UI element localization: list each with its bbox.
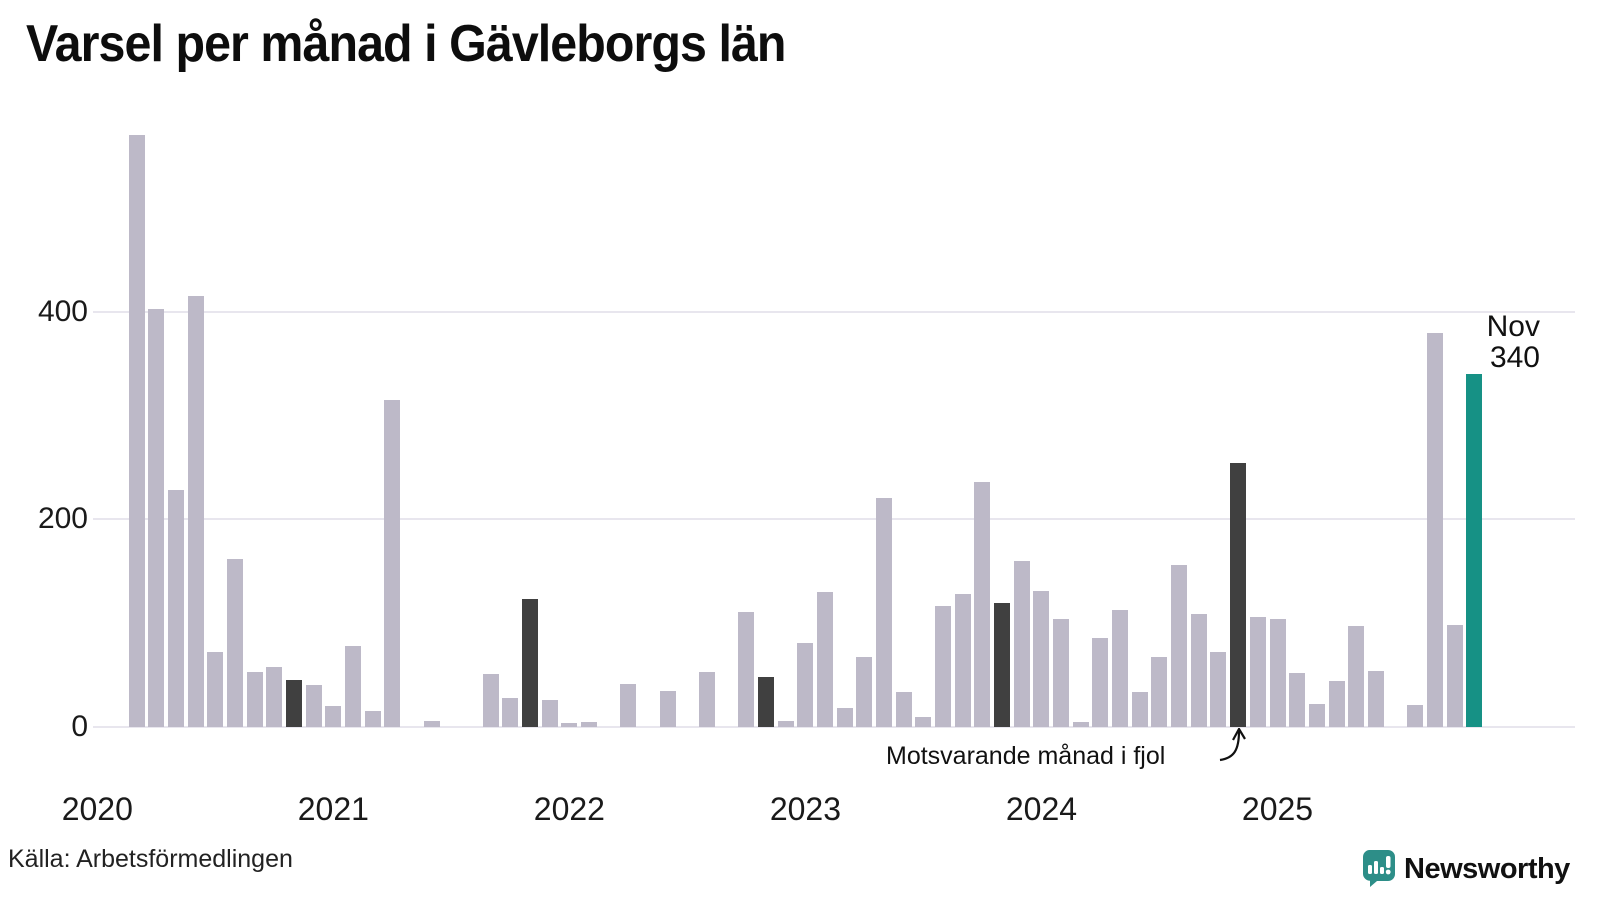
- bar-2020-06: [187, 296, 204, 727]
- bar-2020-07: [207, 652, 224, 727]
- bar-2024-06: [1131, 691, 1148, 727]
- bar-2025-04: [1328, 681, 1345, 727]
- bar-2021-09: [482, 674, 499, 727]
- bar-2023-11: [994, 603, 1011, 727]
- bar-2025-02: [1289, 673, 1306, 727]
- bar-2023-06: [895, 691, 912, 727]
- y-axis-tick-label-0: 0: [71, 710, 88, 743]
- bar-2022-04: [620, 684, 637, 727]
- current-bar-month: Nov: [1486, 310, 1540, 343]
- bar-2020-05: [167, 490, 184, 727]
- bar-2024-12: [1249, 616, 1266, 727]
- gridline-y-200: [93, 518, 1575, 521]
- logo-bubble-shape: [1362, 850, 1395, 887]
- bar-2025-06: [1367, 670, 1384, 727]
- bar-2024-04: [1092, 637, 1109, 727]
- x-axis-label-2022: 2022: [533, 791, 605, 827]
- bar-2021-03: [364, 711, 381, 727]
- bar-2021-01: [325, 706, 342, 727]
- bar-2021-02: [345, 646, 361, 727]
- current-bar-value: 340: [1489, 341, 1540, 374]
- newsworthy-logo-icon: [1362, 850, 1395, 887]
- x-axis-label-2024: 2024: [1005, 791, 1078, 827]
- x-axis-label-2025: 2025: [1241, 791, 1314, 827]
- bar-2023-10: [974, 482, 991, 727]
- bar-2023-05: [876, 497, 893, 727]
- gridline-y-0: [93, 726, 1575, 728]
- bar-2020-09: [246, 671, 263, 727]
- bar-2021-06: [423, 720, 440, 727]
- bar-2022-12: [777, 720, 794, 727]
- x-axis-label-2021: 2021: [297, 791, 369, 827]
- bar-2024-09: [1190, 613, 1207, 727]
- bar-2025-10: [1446, 625, 1463, 727]
- bar-2021-10: [502, 697, 519, 727]
- bar-2020-10: [266, 666, 283, 727]
- bar-2022-11: [758, 677, 775, 727]
- bar-2024-05: [1112, 609, 1129, 727]
- bar-2020-03: [128, 135, 145, 727]
- annotation-arrow-icon: [1219, 726, 1246, 762]
- bar-2025-05: [1348, 626, 1365, 727]
- bar-2020-08: [226, 558, 243, 727]
- bar-2024-10: [1210, 652, 1227, 727]
- bar-2023-01: [797, 642, 814, 727]
- bar-2022-02: [581, 721, 598, 727]
- source-text: Källa: Arbetsförmedlingen: [8, 845, 293, 873]
- bar-2024-02: [1053, 619, 1070, 727]
- gridline-y-400: [93, 310, 1575, 313]
- y-axis-tick-label-400: 400: [37, 294, 88, 328]
- current-bar-value-label: Nov 340: [1487, 311, 1540, 373]
- bar-2023-08: [935, 605, 952, 727]
- bar-2023-03: [836, 708, 853, 727]
- bar-2023-09: [954, 594, 971, 727]
- x-axis-label-2023: 2023: [769, 791, 841, 827]
- bar-2025-09: [1426, 332, 1443, 727]
- newsworthy-logo-text: Newsworthy: [1404, 852, 1570, 885]
- bar-2022-01: [561, 722, 578, 727]
- bar-2025-08: [1407, 705, 1424, 727]
- bar-2022-08: [699, 671, 716, 727]
- x-axis-label-2020: 2020: [61, 791, 133, 827]
- bar-2024-03: [1072, 721, 1089, 727]
- bar-2025-03: [1308, 704, 1325, 727]
- bar-2021-04: [384, 400, 401, 727]
- bar-2023-04: [856, 657, 873, 727]
- chart-title: Varsel per månad i Gävleborgs län: [26, 15, 786, 73]
- bar-2020-04: [148, 308, 165, 727]
- bar-2020-12: [305, 685, 322, 727]
- bar-2025-01: [1269, 619, 1286, 727]
- bar-2024-11: [1230, 463, 1247, 727]
- bar-2025-11: [1466, 374, 1483, 727]
- bar-2022-06: [659, 690, 676, 727]
- bar-2024-08: [1171, 565, 1188, 727]
- newsworthy-logo: Newsworthy: [1362, 850, 1570, 887]
- bar-2023-07: [915, 716, 932, 727]
- bar-2023-12: [1013, 560, 1030, 727]
- bar-2023-02: [817, 592, 834, 727]
- annotation-label: Motsvarande månad i fjol: [886, 742, 1166, 770]
- bar-2022-10: [738, 611, 755, 727]
- bar-2024-01: [1033, 591, 1050, 727]
- bar-2021-11: [522, 599, 539, 727]
- bar-2020-11: [286, 680, 302, 727]
- bar-2021-12: [541, 700, 558, 727]
- y-axis-tick-label-200: 200: [37, 502, 88, 536]
- bar-2024-07: [1151, 657, 1168, 727]
